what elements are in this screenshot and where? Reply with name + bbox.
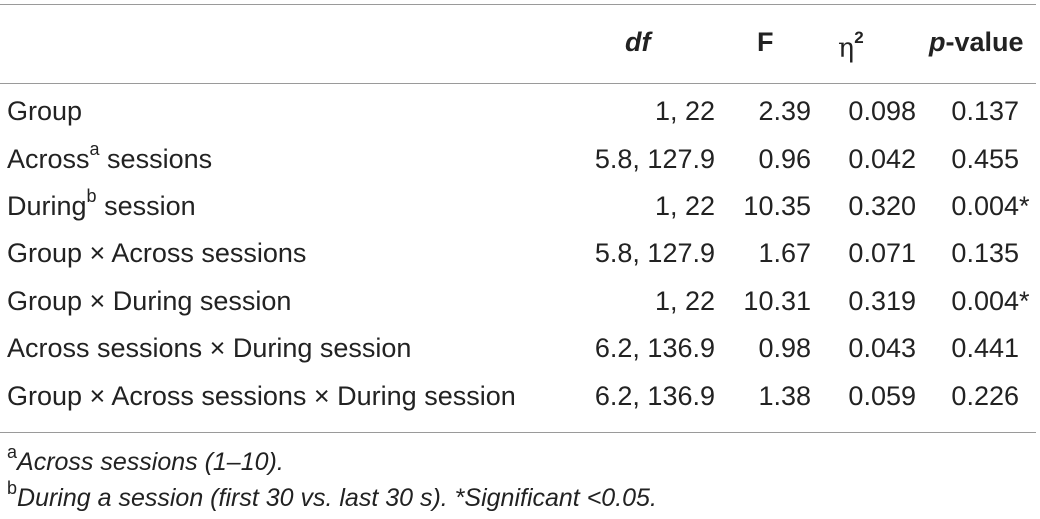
table-top-rule xyxy=(0,4,1036,5)
table-bottom-rule xyxy=(0,432,1036,433)
cell-p-value: 0.226 xyxy=(916,372,1033,419)
column-header-f: F xyxy=(757,27,774,57)
column-header-p-value: p-value xyxy=(929,24,1024,60)
cell-p-value: 0.004* xyxy=(916,183,1033,230)
row-label-text: Group × Across sessions xyxy=(7,238,307,269)
cell-f: 10.35 xyxy=(743,190,811,221)
row-label: Group × During session xyxy=(0,278,565,325)
row-label: Acrossa sessions xyxy=(0,135,565,182)
cell-df: 1, 22 xyxy=(654,285,715,316)
table-row: Group × Across sessions 5.8, 127.9 1.67 0.0… xyxy=(0,230,1033,277)
table-row: Group 1, 22 2.39 0.098 0.137 xyxy=(0,88,1033,135)
row-label: Across sessions × During session xyxy=(0,325,565,372)
p-value-number: 0.135 xyxy=(951,238,1019,269)
footnote-a: aAcross sessions (1–10). xyxy=(7,441,284,479)
row-label-text: Group × Across sessions × During session xyxy=(7,380,516,411)
table-body: Group 1, 22 2.39 0.098 0.137 Acrossa sessions… xyxy=(0,88,1033,420)
column-header-df: df xyxy=(625,27,651,57)
p-value-number: 0.441 xyxy=(951,333,1019,364)
p-value-rest: -value xyxy=(945,27,1024,57)
table-row: Group × During session 1, 22 10.31 0.319 0.0… xyxy=(0,278,1033,325)
cell-p-value: 0.455 xyxy=(916,135,1033,182)
row-label-superscript: a xyxy=(89,138,100,159)
significance-marker: * xyxy=(1019,190,1030,221)
row-label-text: Across xyxy=(7,143,90,174)
cell-f: 2.39 xyxy=(758,96,811,127)
table-row: Duringb session 1, 22 10.35 0.320 0.004* xyxy=(0,183,1033,230)
p-value-number: 0.004 xyxy=(951,190,1019,221)
row-label-rest: session xyxy=(96,190,196,221)
anova-table: Group 1, 22 2.39 0.098 0.137 Acrossa sessions… xyxy=(0,88,1033,420)
cell-f: 10.31 xyxy=(743,285,811,316)
table-row: Acrossa sessions 5.8, 127.9 0.96 0.042 0.455 xyxy=(0,135,1033,182)
cell-df: 6.2, 136.9 xyxy=(594,380,715,411)
cell-f: 1.38 xyxy=(758,380,811,411)
row-label: Group × Across sessions × During session xyxy=(0,372,565,419)
footnote-text: Across sessions (1–10). xyxy=(17,448,284,476)
cell-f: 1.67 xyxy=(758,238,811,269)
cell-f: 0.98 xyxy=(758,333,811,364)
table-row: Across sessions × During session 6.2, 136… xyxy=(0,325,1033,372)
cell-eta-squared: 0.319 xyxy=(848,285,916,316)
cell-eta-squared: 0.320 xyxy=(848,190,916,221)
p-value-number: 0.137 xyxy=(951,96,1019,127)
cell-eta-squared: 0.098 xyxy=(848,96,916,127)
row-label: Duringb session xyxy=(0,183,565,230)
p-value-number: 0.455 xyxy=(951,143,1019,174)
row-label-rest: sessions xyxy=(99,143,213,174)
cell-p-value: 0.441 xyxy=(916,325,1033,372)
cell-df: 1, 22 xyxy=(654,190,715,221)
eta-symbol: η xyxy=(838,33,855,64)
column-header-eta-squared: η2 xyxy=(838,24,864,67)
p-letter: p xyxy=(929,27,946,57)
row-label-text: Group xyxy=(7,96,83,127)
cell-eta-squared: 0.043 xyxy=(848,333,916,364)
cell-p-value: 0.135 xyxy=(916,230,1033,277)
footnote-b: bDuring a session (first 30 vs. last 30 … xyxy=(7,477,657,515)
cell-f: 0.96 xyxy=(758,143,811,174)
p-value-number: 0.226 xyxy=(951,380,1019,411)
footnote-mark: b xyxy=(7,477,18,498)
table-row: Group × Across sessions × During session… xyxy=(0,372,1033,419)
row-label-text: Group × During session xyxy=(7,285,292,316)
footnote-mark: a xyxy=(7,441,18,462)
cell-p-value: 0.137 xyxy=(916,88,1033,135)
row-label: Group × Across sessions xyxy=(0,230,565,277)
cell-df: 5.8, 127.9 xyxy=(594,238,715,269)
header-rule xyxy=(0,83,1036,84)
significance-marker: * xyxy=(1019,285,1030,316)
cell-df: 5.8, 127.9 xyxy=(594,143,715,174)
cell-eta-squared: 0.042 xyxy=(848,143,916,174)
row-label-text: Across sessions × During session xyxy=(7,333,412,364)
p-value-number: 0.004 xyxy=(951,285,1019,316)
row-label-superscript: b xyxy=(86,185,97,206)
eta-superscript: 2 xyxy=(854,28,864,47)
cell-p-value: 0.004* xyxy=(916,278,1033,325)
row-label: Group xyxy=(0,88,565,135)
row-label-text: During xyxy=(7,190,87,221)
cell-eta-squared: 0.059 xyxy=(848,380,916,411)
cell-eta-squared: 0.071 xyxy=(848,238,916,269)
cell-df: 6.2, 136.9 xyxy=(594,333,715,364)
footnote-text: During a session (first 30 vs. last 30 s… xyxy=(17,484,657,512)
cell-df: 1, 22 xyxy=(654,96,715,127)
